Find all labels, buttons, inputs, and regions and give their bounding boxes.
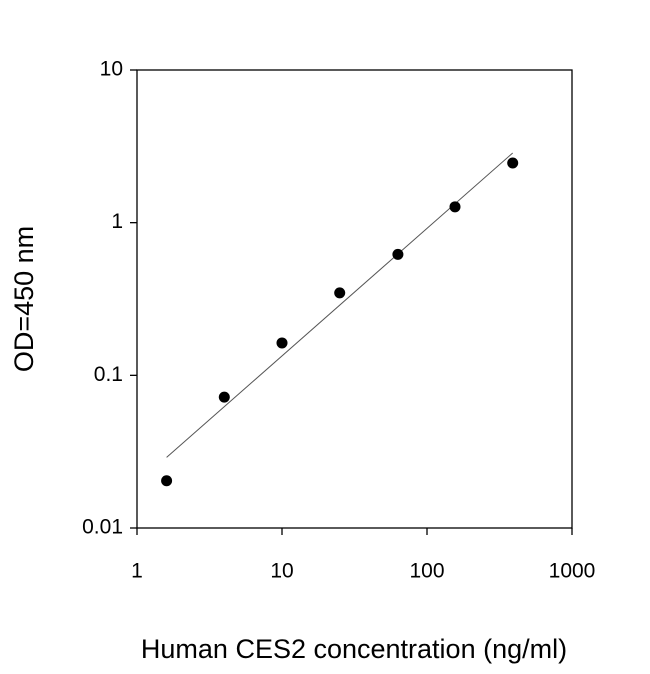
data-point (334, 287, 346, 299)
y-axis-label: OD=450 nm (9, 226, 39, 372)
fit-line (166, 152, 514, 458)
data-point (507, 157, 519, 169)
x-tick-label: 1000 (549, 560, 596, 583)
y-tick-label: 10 (100, 58, 123, 81)
x-tick-label: 10 (270, 560, 293, 583)
data-point (392, 248, 404, 260)
data-point (218, 391, 230, 403)
data-point (161, 475, 173, 487)
x-axis-label: Human CES2 concentration (ng/ml) (141, 634, 567, 664)
y-tick-label: 0.1 (94, 363, 123, 386)
data-point (276, 337, 288, 349)
y-tick-label: 0.01 (82, 516, 123, 539)
plot-frame (136, 69, 573, 529)
y-tick-label: 1 (111, 210, 123, 233)
data-point (449, 201, 461, 213)
x-tick-label: 100 (409, 560, 444, 583)
x-tick-label: 1 (131, 560, 143, 583)
